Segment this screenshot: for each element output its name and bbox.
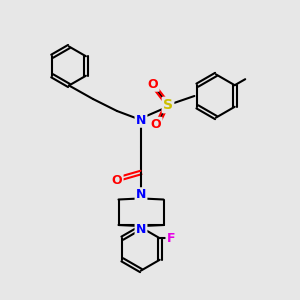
Text: O: O — [151, 118, 161, 131]
Text: N: N — [136, 113, 146, 127]
Text: O: O — [148, 77, 158, 91]
Text: F: F — [167, 232, 176, 245]
Text: O: O — [112, 173, 122, 187]
Text: N: N — [136, 223, 146, 236]
Text: N: N — [136, 188, 146, 202]
Text: S: S — [163, 98, 173, 112]
